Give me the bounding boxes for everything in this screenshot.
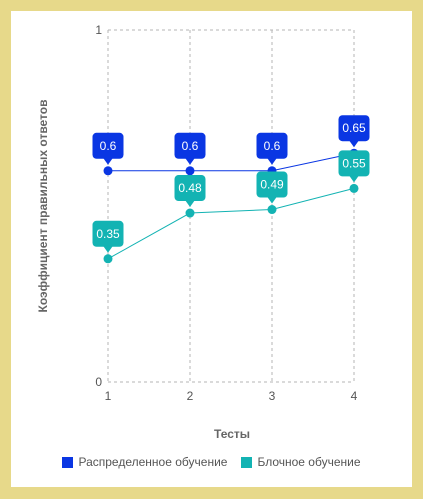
- data-label: 0.6: [256, 132, 288, 165]
- data-label-box: [338, 115, 370, 142]
- x-tick-label: 2: [187, 389, 194, 403]
- data-label-text: 0.6: [100, 139, 117, 153]
- data-label-pointer: [103, 245, 113, 253]
- y-axis-label: Коэффициент правильных ответов: [36, 100, 50, 313]
- data-point: [267, 205, 277, 215]
- data-label-text: 0.6: [264, 139, 281, 153]
- data-label: 0.6: [174, 132, 206, 165]
- data-label-box: [92, 220, 124, 247]
- data-point: [103, 254, 113, 264]
- chart-card: [11, 11, 412, 487]
- legend-item-block[interactable]: Блочное обучение: [241, 455, 361, 469]
- data-label: 0.6: [92, 132, 124, 165]
- data-label-text: 0.49: [260, 178, 284, 192]
- data-point: [185, 166, 195, 176]
- data-label-box: [338, 150, 370, 177]
- data-label-pointer: [349, 175, 359, 183]
- data-label-box: [174, 175, 206, 202]
- data-point: [103, 166, 113, 176]
- grid: [107, 29, 355, 383]
- data-label-box: [256, 171, 288, 198]
- legend-item-distributed[interactable]: Распределенное обучение: [62, 455, 227, 469]
- data-label: 0.48: [174, 175, 206, 208]
- data-point: [349, 183, 359, 193]
- data-label-text: 0.6: [182, 139, 199, 153]
- data-label: 0.49: [256, 171, 288, 204]
- legend: Распределенное обучение Блочное обучение: [0, 455, 423, 469]
- data-label-pointer: [349, 140, 359, 148]
- data-label-pointer: [267, 196, 277, 204]
- data-label-text: 0.65: [342, 121, 366, 135]
- data-point: [185, 208, 195, 218]
- data-label: 0.65: [338, 115, 370, 148]
- data-label-box: [174, 132, 206, 159]
- y-tick-label: 0: [95, 375, 102, 389]
- data-label-text: 0.35: [96, 227, 120, 241]
- data-label-box: [92, 132, 124, 159]
- data-label-box: [256, 132, 288, 159]
- data-label-pointer: [185, 157, 195, 165]
- legend-label-block: Блочное обучение: [257, 455, 361, 469]
- x-tick-label: 1: [105, 389, 112, 403]
- x-axis-label: Тесты: [214, 427, 250, 441]
- legend-swatch-block: [241, 456, 253, 468]
- legend-label-distributed: Распределенное обучение: [78, 455, 228, 469]
- series-line: [107, 187, 355, 260]
- y-tick-label: 1: [95, 23, 102, 37]
- data-label-text: 0.55: [342, 156, 366, 170]
- legend-swatch-distributed: [62, 456, 74, 468]
- data-label-text: 0.48: [178, 181, 202, 195]
- data-label: 0.35: [92, 220, 124, 253]
- data-label: 0.55: [338, 150, 370, 183]
- data-label-pointer: [267, 157, 277, 165]
- x-tick-label: 4: [351, 389, 358, 403]
- series-line: [108, 152, 355, 172]
- data-label-pointer: [103, 157, 113, 165]
- x-tick-label: 3: [269, 389, 276, 403]
- data-label-pointer: [185, 200, 195, 208]
